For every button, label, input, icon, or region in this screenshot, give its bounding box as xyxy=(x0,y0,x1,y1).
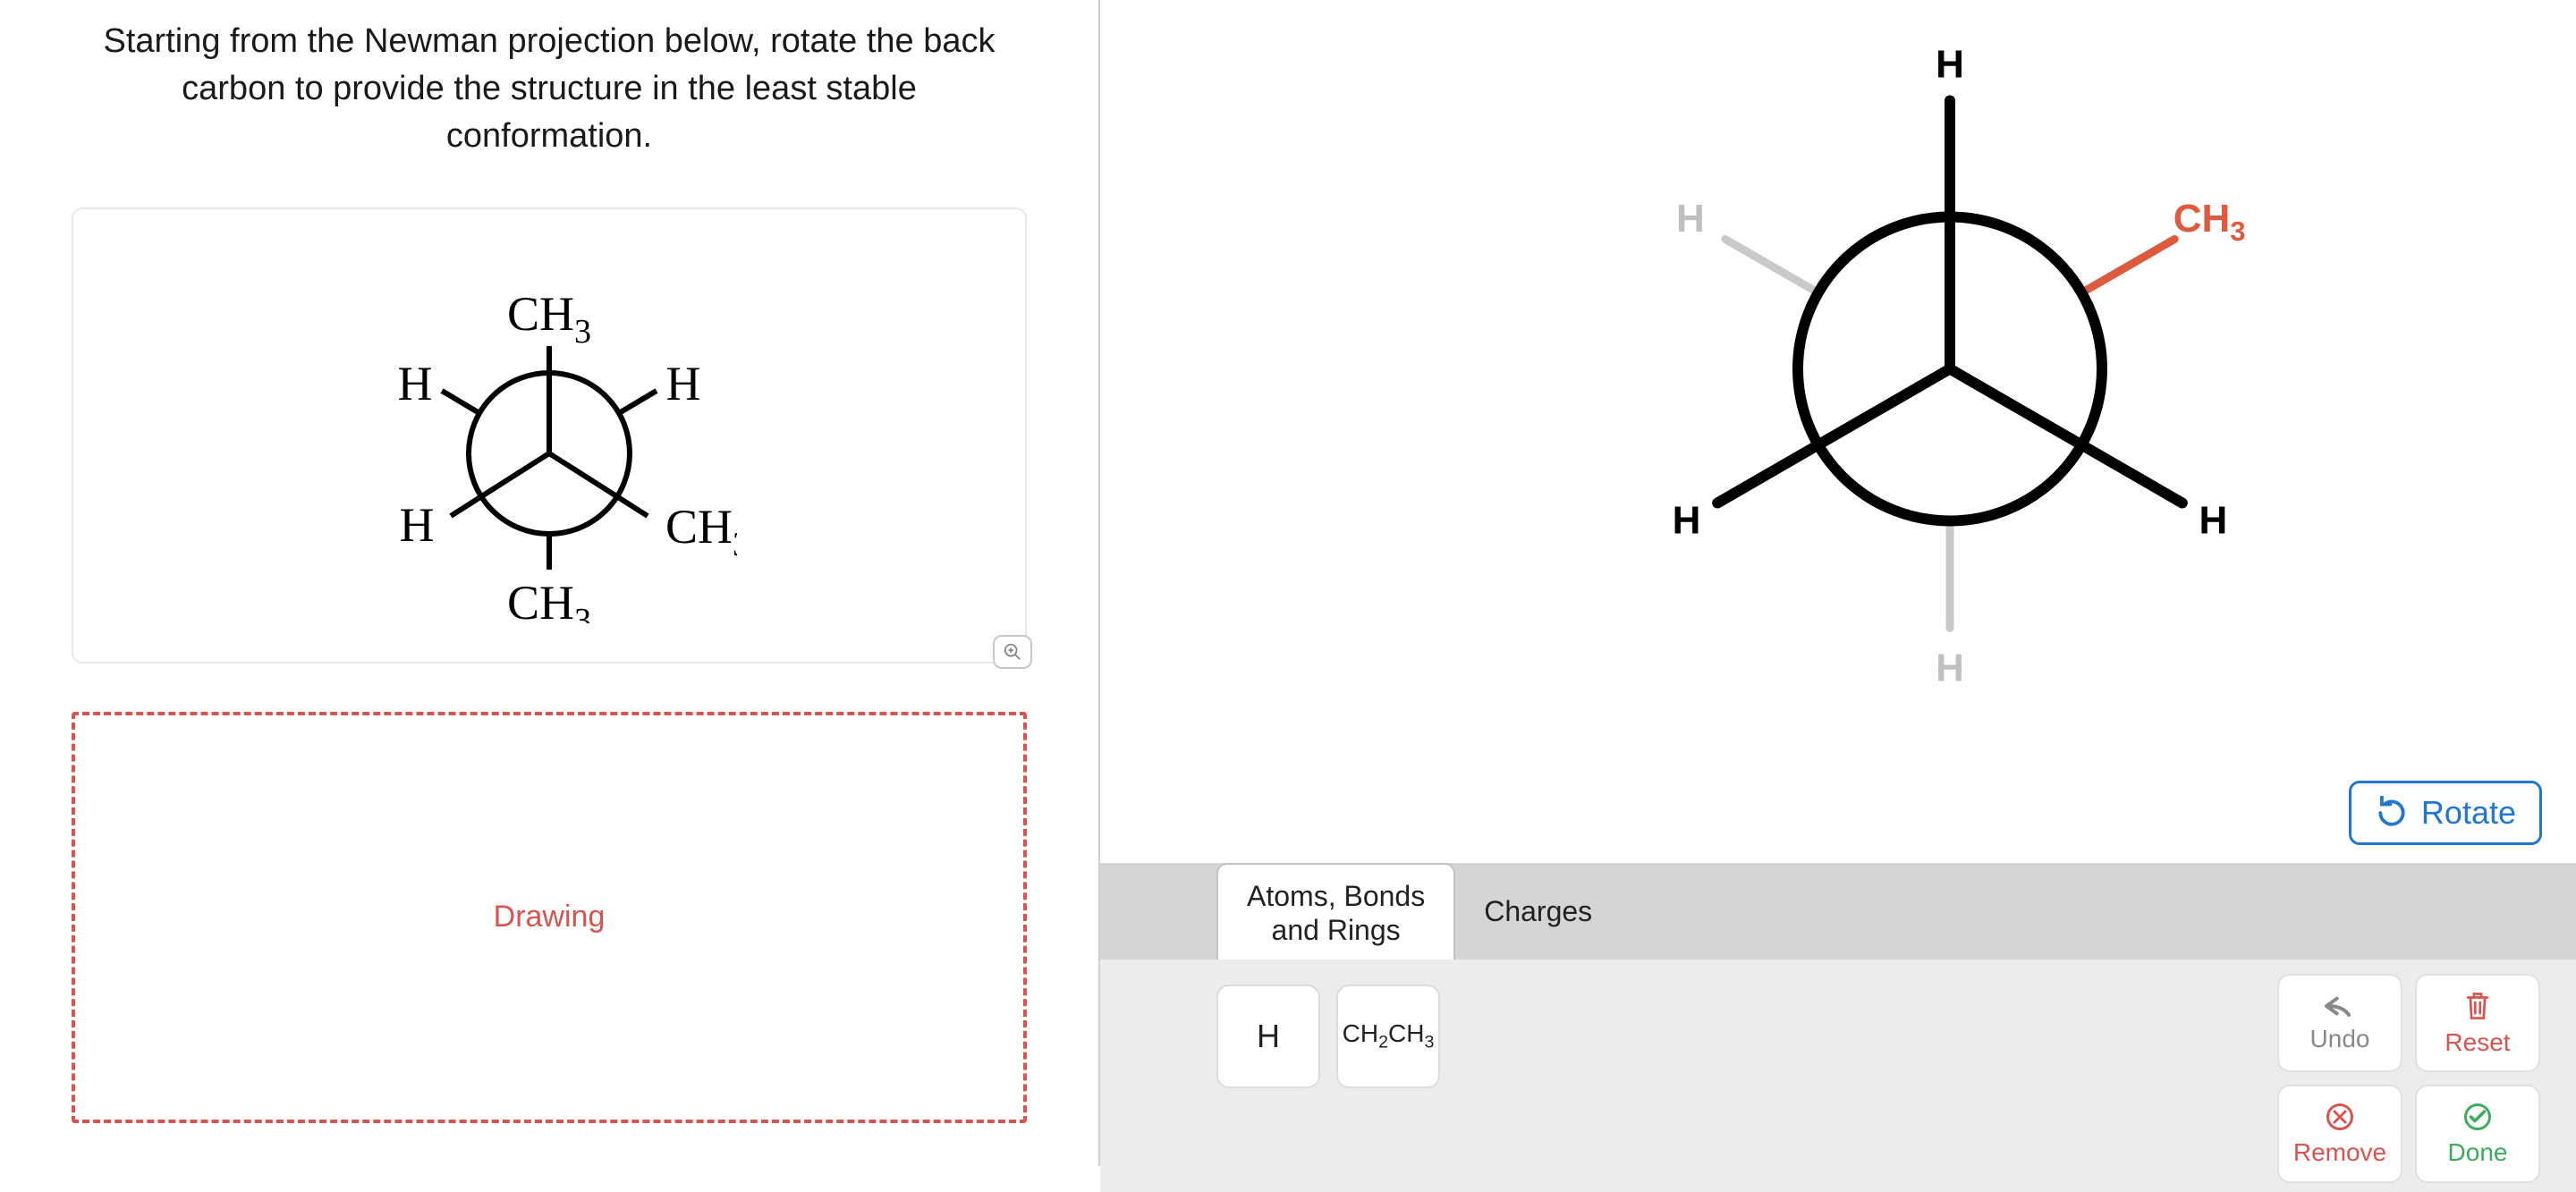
svg-text:H: H xyxy=(666,357,701,410)
check-icon xyxy=(2462,1101,2494,1133)
remove-label: Remove xyxy=(2293,1138,2386,1167)
editor-panel: H H H H CH3 H Rotate Atoms, Bonds and Rings C… xyxy=(1100,0,2576,1166)
tab-atoms-bonds-rings[interactable]: Atoms, Bonds and Rings xyxy=(1216,863,1455,961)
tool-row: H CH2CH3 Undo Reset xyxy=(1100,960,2576,1192)
rotate-icon xyxy=(2375,796,2409,830)
question-text: Starting from the Newman projection belo… xyxy=(72,18,1027,179)
svg-text:CH3: CH3 xyxy=(507,576,591,623)
tab-row: Atoms, Bonds and Rings Charges xyxy=(1100,863,2576,960)
svg-text:H: H xyxy=(1936,647,1964,690)
zoom-button[interactable] xyxy=(993,635,1032,669)
svg-text:H: H xyxy=(1676,197,1705,241)
canvas-area[interactable]: H H H H CH3 H Rotate xyxy=(1100,0,2576,863)
drawing-label: Drawing xyxy=(494,900,606,934)
svg-text:H: H xyxy=(1673,499,1701,543)
reference-structure-box: CH3 H H H CH3 CH3 xyxy=(72,207,1027,664)
reference-newman-svg: CH3 H H H CH3 CH3 xyxy=(361,248,737,623)
reset-label: Reset xyxy=(2445,1028,2510,1057)
tab-label: Atoms, Bonds and Rings xyxy=(1247,879,1425,948)
undo-icon xyxy=(2322,993,2358,1019)
remove-button[interactable]: Remove xyxy=(2277,1085,2402,1183)
done-label: Done xyxy=(2448,1138,2508,1167)
trash-icon xyxy=(2462,989,2493,1023)
svg-text:H: H xyxy=(1936,43,1964,87)
svg-text:H: H xyxy=(398,357,433,410)
drawing-dropzone[interactable]: Drawing xyxy=(72,712,1027,1123)
svg-text:H: H xyxy=(2199,499,2228,543)
toolbar-area: Atoms, Bonds and Rings Charges H CH2CH3 … xyxy=(1100,863,2576,1192)
svg-text:CH3: CH3 xyxy=(2174,197,2246,247)
svg-text:CH3: CH3 xyxy=(665,500,737,563)
reset-button[interactable]: Reset xyxy=(2415,974,2540,1072)
tool-ch2ch3-button[interactable]: CH2CH3 xyxy=(1336,985,1440,1088)
tab-charges[interactable]: Charges xyxy=(1455,863,1621,960)
tool-h-label: H xyxy=(1257,1018,1280,1055)
svg-text:H: H xyxy=(400,498,435,552)
action-buttons: Undo Reset Remove xyxy=(2277,974,2540,1183)
tab-label: Charges xyxy=(1484,894,1592,928)
svg-text:CH3: CH3 xyxy=(507,287,591,351)
tool-h-button[interactable]: H xyxy=(1216,985,1320,1088)
rotate-label: Rotate xyxy=(2421,794,2516,832)
tool-ch2ch3-label: CH2CH3 xyxy=(1343,1019,1435,1053)
undo-label: Undo xyxy=(2310,1025,2370,1053)
done-button[interactable]: Done xyxy=(2415,1085,2540,1183)
remove-icon xyxy=(2324,1101,2356,1133)
question-panel: Starting from the Newman projection belo… xyxy=(0,0,1100,1166)
magnify-icon xyxy=(1003,642,1022,662)
canvas-newman-svg[interactable]: H H H H CH3 H xyxy=(1100,0,2576,863)
rotate-button[interactable]: Rotate xyxy=(2349,781,2542,845)
undo-button[interactable]: Undo xyxy=(2277,974,2402,1072)
